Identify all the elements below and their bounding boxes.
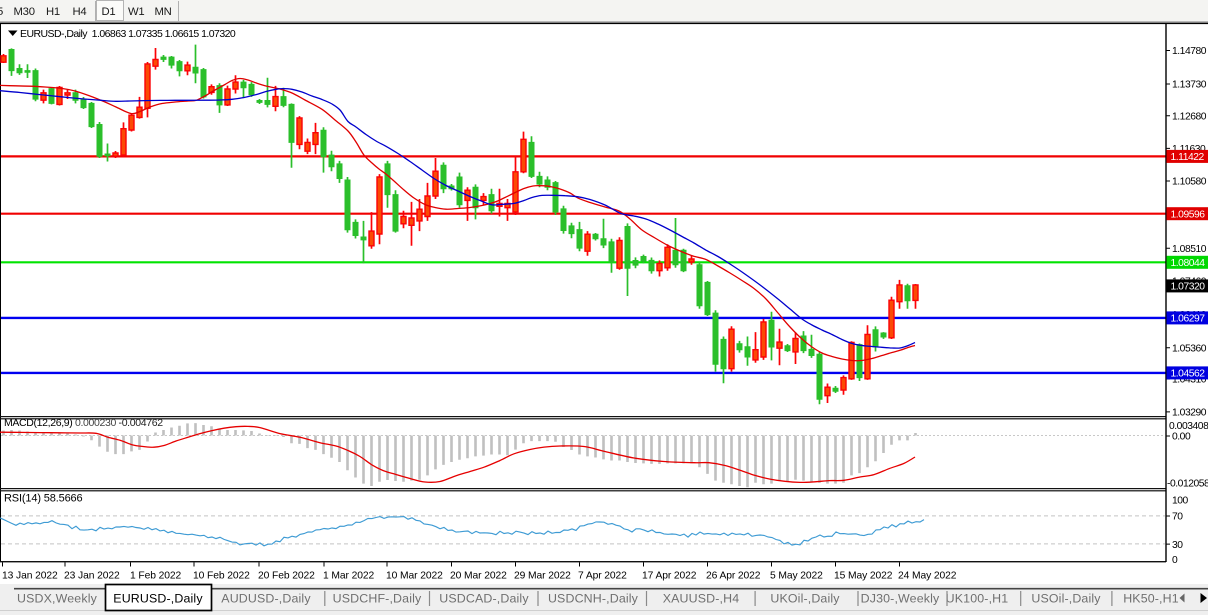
- svg-text:10 Feb 2022: 10 Feb 2022: [193, 571, 250, 582]
- svg-text:1.06297: 1.06297: [1171, 314, 1206, 325]
- svg-text:1 Feb 2022: 1 Feb 2022: [130, 571, 181, 582]
- svg-text:EURUSD-,Daily: EURUSD-,Daily: [113, 592, 203, 606]
- svg-text:USDCNH-,Daily: USDCNH-,Daily: [548, 592, 639, 606]
- svg-text:5 May 2022: 5 May 2022: [770, 571, 823, 582]
- svg-text:RSI(14) 58.5666: RSI(14) 58.5666: [4, 493, 82, 505]
- svg-text:M30: M30: [14, 6, 35, 18]
- svg-text:30: 30: [1172, 540, 1183, 551]
- svg-text:13 Jan 2022: 13 Jan 2022: [2, 571, 58, 582]
- svg-text:1.13730: 1.13730: [1172, 80, 1207, 91]
- svg-text:26 Apr 2022: 26 Apr 2022: [706, 571, 761, 582]
- svg-text:1.07320: 1.07320: [1171, 282, 1206, 293]
- svg-text:70: 70: [1172, 512, 1183, 523]
- svg-text:1.14780: 1.14780: [1172, 46, 1207, 57]
- svg-text:USDCAD-,Daily: USDCAD-,Daily: [439, 592, 529, 606]
- svg-text:1.11630: 1.11630: [1172, 144, 1206, 155]
- svg-text:100: 100: [1172, 496, 1189, 507]
- svg-text:1 Mar 2022: 1 Mar 2022: [323, 571, 374, 582]
- svg-text:0: 0: [1172, 555, 1178, 566]
- svg-text:0.00: 0.00: [1172, 432, 1191, 443]
- svg-text:24 May 2022: 24 May 2022: [898, 571, 957, 582]
- svg-text:17 Apr 2022: 17 Apr 2022: [642, 571, 697, 582]
- svg-text:1.05360: 1.05360: [1172, 343, 1207, 354]
- svg-text:23 Jan 2022: 23 Jan 2022: [64, 571, 120, 582]
- svg-text:1.08044: 1.08044: [1171, 258, 1206, 269]
- svg-text:1.12680: 1.12680: [1172, 111, 1207, 122]
- svg-text:29 Mar 2022: 29 Mar 2022: [514, 571, 571, 582]
- svg-text:USDCHF-,Daily: USDCHF-,Daily: [333, 592, 422, 606]
- svg-text:1.10580: 1.10580: [1172, 177, 1207, 188]
- svg-text:D1: D1: [102, 6, 116, 18]
- svg-text:1.08510: 1.08510: [1172, 244, 1207, 255]
- svg-text:USOil-,Daily: USOil-,Daily: [1031, 592, 1101, 606]
- svg-text:1.04562: 1.04562: [1171, 369, 1206, 380]
- svg-text:MACD(12,26,9) 0.000230 -0.0047: MACD(12,26,9) 0.000230 -0.004762: [4, 417, 163, 429]
- svg-text:1.04310: 1.04310: [1172, 375, 1207, 386]
- svg-text:H1: H1: [46, 6, 60, 18]
- svg-text:UKOil-,Daily: UKOil-,Daily: [770, 592, 840, 606]
- svg-text:MN: MN: [155, 6, 172, 18]
- svg-text:UK100-,H1: UK100-,H1: [946, 592, 1009, 606]
- svg-text:EURUSD-,Daily 1.06863 1.07335: EURUSD-,Daily 1.06863 1.07335 1.06615 1.…: [20, 28, 236, 40]
- svg-text:1.11422: 1.11422: [1171, 152, 1205, 163]
- svg-text:XAUUSD-,H4: XAUUSD-,H4: [663, 592, 740, 606]
- svg-text:10 Mar 2022: 10 Mar 2022: [386, 571, 443, 582]
- svg-text:7 Apr 2022: 7 Apr 2022: [578, 571, 627, 582]
- svg-text:DJ30-,Weekly: DJ30-,Weekly: [861, 592, 940, 606]
- svg-text:1.09596: 1.09596: [1171, 209, 1206, 220]
- svg-text:AUDUSD-,Daily: AUDUSD-,Daily: [221, 592, 311, 606]
- svg-text:1.03290: 1.03290: [1172, 408, 1207, 419]
- svg-text:W1: W1: [128, 6, 144, 18]
- svg-text:20 Feb 2022: 20 Feb 2022: [258, 571, 315, 582]
- svg-text:H4: H4: [73, 6, 87, 18]
- svg-text:-0.012058: -0.012058: [1167, 479, 1208, 490]
- svg-text:20 Mar 2022: 20 Mar 2022: [450, 571, 507, 582]
- svg-text:15 May 2022: 15 May 2022: [834, 571, 893, 582]
- svg-text:USDX,Weekly: USDX,Weekly: [17, 592, 98, 606]
- svg-text:HK50-,H1: HK50-,H1: [1123, 592, 1179, 606]
- svg-text:5: 5: [0, 6, 3, 18]
- svg-text:0.003408: 0.003408: [1169, 421, 1208, 432]
